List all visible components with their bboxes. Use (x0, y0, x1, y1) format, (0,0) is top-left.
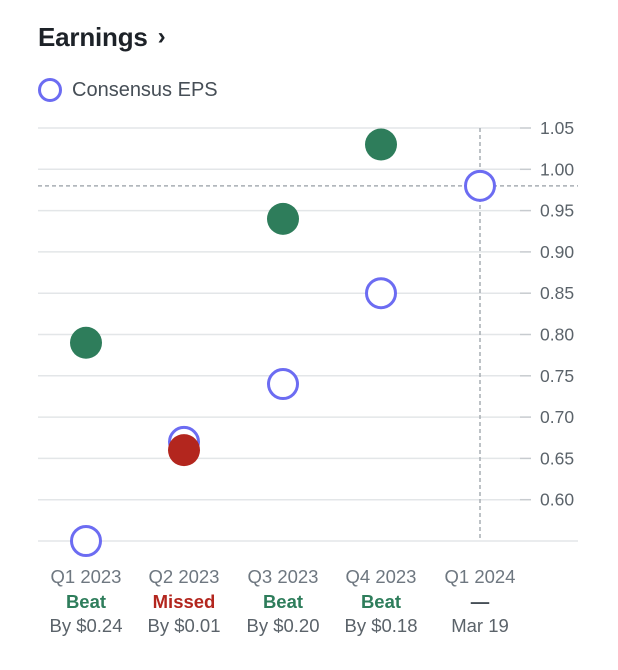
actual-eps-point (70, 326, 102, 359)
result-label: Beat (65, 590, 107, 612)
legend-label: Consensus EPS (72, 78, 218, 101)
y-tick-label: 0.80 (540, 325, 574, 345)
result-label: Missed (152, 590, 216, 612)
chart-legend: Consensus EPS (38, 78, 218, 102)
y-tick-label: 0.75 (540, 366, 574, 386)
consensus-eps-point (464, 169, 496, 202)
quarter-label: Q2 2023 (148, 566, 220, 587)
category-label-group: Q2 2023 Missed By $0.01 (134, 565, 234, 639)
result-label: Beat (262, 590, 304, 612)
result-detail: By $0.18 (344, 615, 418, 636)
y-tick-label: 0.85 (540, 283, 574, 303)
consensus-eps-point (70, 525, 102, 557)
y-tick-label: 0.65 (540, 448, 574, 468)
category-label-group: Q1 2024 — Mar 19 (430, 565, 530, 639)
consensus-eps-legend-icon (38, 78, 62, 102)
actual-eps-point (267, 202, 299, 235)
quarter-label: Q3 2023 (247, 566, 319, 587)
consensus-eps-point (365, 277, 397, 310)
category-label-group: Q4 2023 Beat By $0.18 (331, 565, 431, 639)
quarter-label: Q4 2023 (345, 566, 417, 587)
category-label-group: Q1 2023 Beat By $0.24 (36, 565, 136, 639)
result-detail: By $0.01 (147, 615, 221, 636)
y-tick-label: 0.70 (540, 407, 574, 427)
consensus-eps-point (267, 368, 299, 401)
actual-eps-point (168, 434, 200, 467)
result-label: Beat (360, 590, 402, 612)
earnings-header-link[interactable]: Earnings › (38, 22, 166, 53)
y-tick-label: 1.00 (540, 159, 574, 179)
y-tick-label: 0.60 (540, 490, 574, 510)
chart-title: Earnings (38, 22, 148, 52)
chevron-right-icon: › (157, 22, 166, 50)
y-tick-label: 0.95 (540, 201, 574, 221)
result-detail: By $0.20 (246, 615, 320, 636)
y-tick-label: 0.90 (540, 242, 574, 262)
result-detail: Mar 19 (451, 615, 509, 636)
quarter-label: Q1 2024 (444, 566, 516, 587)
result-label: — (470, 590, 490, 612)
result-detail: By $0.24 (49, 615, 123, 636)
quarter-label: Q1 2023 (50, 566, 122, 587)
y-tick-label: 1.05 (540, 118, 574, 138)
category-label-group: Q3 2023 Beat By $0.20 (233, 565, 333, 639)
actual-eps-point (365, 128, 397, 161)
